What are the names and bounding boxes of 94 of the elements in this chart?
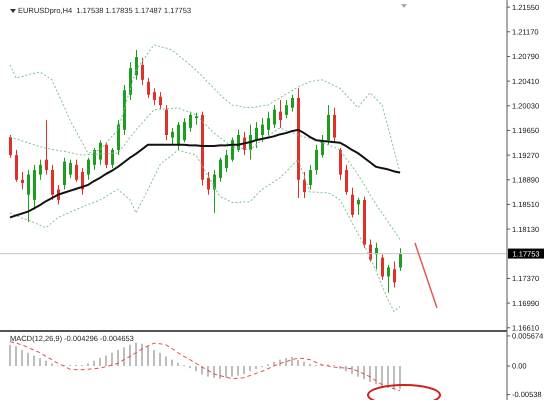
bar xyxy=(213,366,215,378)
candlestick xyxy=(177,122,180,150)
candlestick xyxy=(39,159,42,180)
candlestick xyxy=(333,107,336,143)
bar xyxy=(177,362,179,366)
bar xyxy=(243,366,245,374)
candlestick xyxy=(219,157,222,182)
bar xyxy=(117,350,119,366)
candlestick xyxy=(9,134,12,158)
bar xyxy=(345,366,347,372)
bar xyxy=(231,366,233,377)
candlestick xyxy=(63,157,66,190)
bar xyxy=(225,366,227,378)
candlestick xyxy=(351,187,354,218)
bar xyxy=(87,363,89,366)
candlestick xyxy=(75,159,78,182)
candlestick xyxy=(357,197,360,216)
candlestick xyxy=(153,88,156,106)
bar xyxy=(399,366,401,389)
bar xyxy=(27,352,29,366)
candlestick xyxy=(183,118,186,143)
bar xyxy=(153,350,155,366)
candlestick xyxy=(303,171,306,198)
bar xyxy=(105,355,107,366)
candlestick xyxy=(99,140,102,166)
bar xyxy=(357,366,359,377)
candlestick xyxy=(207,171,210,196)
candlestick xyxy=(345,164,348,196)
bar xyxy=(255,366,257,370)
bar xyxy=(303,362,305,366)
candlestick xyxy=(285,99,288,119)
bar xyxy=(141,344,143,366)
bar xyxy=(291,357,293,366)
bar xyxy=(51,363,53,366)
candlestick xyxy=(87,157,90,180)
line-series xyxy=(10,149,400,312)
candlestick xyxy=(159,92,162,110)
bar xyxy=(123,347,125,366)
candlestick xyxy=(171,127,174,146)
bar xyxy=(9,344,11,366)
bar xyxy=(129,344,131,366)
bar xyxy=(45,360,47,366)
candlestick xyxy=(135,49,138,80)
candlestick xyxy=(381,254,384,280)
bar xyxy=(93,360,95,366)
bar xyxy=(237,366,239,376)
candlestick xyxy=(315,144,318,176)
candlestick xyxy=(261,118,264,143)
candlestick xyxy=(69,159,72,178)
candlestick xyxy=(291,94,294,112)
bar xyxy=(387,366,389,388)
bar xyxy=(219,366,221,379)
candlestick xyxy=(225,149,228,172)
candlestick xyxy=(111,147,114,169)
candlestick xyxy=(27,170,30,222)
bar xyxy=(381,366,383,386)
candlestick xyxy=(45,120,48,176)
candlestick xyxy=(21,171,24,190)
bar xyxy=(309,364,311,366)
bar xyxy=(375,366,377,384)
bar xyxy=(111,352,113,366)
candlestick xyxy=(255,122,258,148)
candlestick xyxy=(309,164,312,190)
bar xyxy=(39,358,41,366)
bar xyxy=(165,356,167,366)
candlestick xyxy=(267,111,270,136)
bar xyxy=(15,346,17,366)
candlestick xyxy=(279,99,282,128)
bar xyxy=(285,358,287,366)
candlestick xyxy=(141,57,144,86)
bar xyxy=(369,366,371,382)
bar xyxy=(195,366,197,372)
candlestick xyxy=(387,264,390,294)
bar xyxy=(249,366,251,372)
candlestick xyxy=(189,111,192,132)
line-series xyxy=(10,341,400,392)
bar xyxy=(99,358,101,366)
bar xyxy=(159,352,161,366)
candlestick xyxy=(393,261,396,288)
candlestick xyxy=(105,142,108,169)
bar xyxy=(21,350,23,366)
bar xyxy=(279,360,281,366)
bar xyxy=(33,355,35,366)
candlestick xyxy=(93,147,96,171)
candlestick xyxy=(399,248,402,272)
bar xyxy=(351,366,353,374)
bar xyxy=(363,366,365,380)
candlestick xyxy=(273,104,276,128)
candlestick xyxy=(147,77,150,98)
bar xyxy=(135,342,137,366)
bar xyxy=(147,346,149,366)
bar xyxy=(171,360,173,366)
bar xyxy=(297,360,299,366)
candlestick xyxy=(213,170,216,214)
